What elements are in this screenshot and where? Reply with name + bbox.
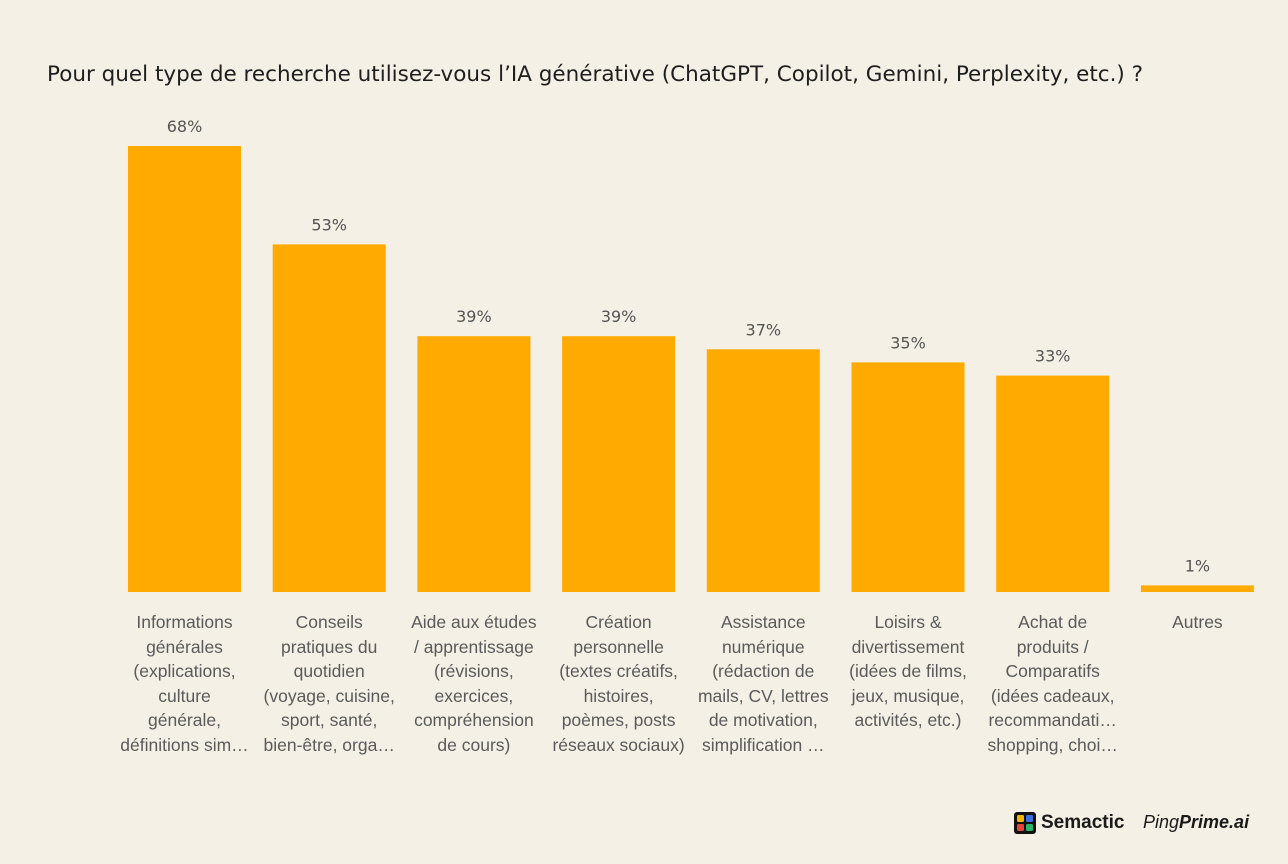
category-label-5-line-4: mails, CV, lettres bbox=[697, 685, 829, 706]
category-label-7-line-4: (idées cadeaux, bbox=[990, 685, 1115, 706]
chart-title: Pour quel type de recherche utilisez-vou… bbox=[47, 62, 1144, 87]
bar-5 bbox=[706, 349, 820, 592]
category-label-3-line-2: / apprentissage bbox=[414, 636, 534, 657]
category-label-3: Aide aux études / apprentissage (révisions… bbox=[401, 610, 547, 757]
category-label-8: Autres bbox=[1124, 610, 1270, 635]
category-label-7-line-5: recommandati… bbox=[988, 710, 1117, 730]
semactic-logo-square-3 bbox=[1017, 824, 1024, 831]
bar-8 bbox=[1140, 585, 1254, 592]
category-label-4: Création personnelle (textes créatifs, hist… bbox=[546, 610, 692, 757]
value-label-2: 53% bbox=[311, 215, 347, 234]
value-label-4: 39% bbox=[601, 307, 637, 326]
category-label-6-line-3: (idées de films, bbox=[849, 661, 967, 681]
category-label-4-line-5: poèmes, posts bbox=[561, 710, 676, 730]
pingprime-logo-part-bold: Prime.ai bbox=[1179, 812, 1250, 832]
category-label-7-line-1: Achat de bbox=[1018, 612, 1088, 632]
category-label-1-line-2: générales bbox=[146, 636, 223, 657]
category-label-4-line-1: Création bbox=[585, 612, 652, 632]
category-label-1-line-5: générale, bbox=[148, 710, 221, 730]
category-label-2-line-1: Conseils bbox=[295, 612, 363, 632]
bar-6 bbox=[851, 362, 965, 592]
category-label-1: Informations générales (explications, cultu… bbox=[112, 610, 258, 757]
category-label-5-line-3: (rédaction de bbox=[712, 661, 815, 681]
semactic-logo-icon bbox=[1014, 812, 1036, 834]
bar-7 bbox=[996, 375, 1110, 592]
category-label-1-line-4: culture bbox=[158, 685, 211, 706]
category-label-1-line-3: (explications, bbox=[133, 661, 236, 681]
category-label-4-line-3: (textes créatifs, bbox=[559, 661, 678, 681]
category-label-8-line-1: Autres bbox=[1172, 612, 1223, 632]
category-label-2-line-5: sport, santé, bbox=[281, 710, 378, 730]
category-label-6-line-2: divertissement bbox=[851, 636, 965, 657]
bar-3 bbox=[417, 336, 531, 592]
bar-1 bbox=[128, 146, 241, 592]
pingprime-logo: PingPrime.ai bbox=[1143, 812, 1249, 833]
pingprime-logo-part-light: Ping bbox=[1143, 812, 1180, 832]
bar-2 bbox=[272, 244, 386, 592]
category-label-5-line-5: de motivation, bbox=[708, 710, 818, 730]
category-label-2-line-4: (voyage, cuisine, bbox=[263, 685, 395, 706]
category-label-2-line-3: quotidien bbox=[293, 661, 365, 681]
category-label-6-line-4: jeux, musique, bbox=[851, 685, 965, 706]
value-label-5: 37% bbox=[746, 320, 782, 339]
semactic-logo-text: Semactic bbox=[1041, 812, 1125, 833]
category-label-7-line-2: produits / bbox=[1016, 636, 1089, 657]
value-label-3: 39% bbox=[456, 307, 492, 326]
category-label-3-line-1: Aide aux études bbox=[411, 612, 537, 632]
category-label-5-line-1: Assistance bbox=[720, 612, 806, 632]
category-label-1-line-6: définitions sim… bbox=[120, 734, 249, 755]
category-label-4-line-6: réseaux sociaux) bbox=[552, 734, 685, 755]
value-label-1: 68% bbox=[167, 117, 203, 136]
bar-4 bbox=[562, 336, 676, 592]
category-label-2-line-6: bien-être, orga… bbox=[263, 734, 395, 755]
category-label-2: Conseils pratiques du quotidien (voyage, cu… bbox=[256, 610, 402, 757]
category-label-5: Assistance numérique (rédaction de mails, C… bbox=[690, 610, 836, 757]
category-label-6: Loisirs & divertissement (idées de films, j… bbox=[835, 610, 981, 733]
value-label-7: 33% bbox=[1035, 347, 1071, 366]
category-label-3-line-3: (révisions, bbox=[434, 661, 514, 681]
category-label-6-line-1: Loisirs & bbox=[874, 612, 942, 632]
category-label-5-line-2: numérique bbox=[721, 636, 805, 657]
category-label-7: Achat de produits / Comparatifs (idées cade… bbox=[980, 610, 1126, 757]
semactic-logo-square-4 bbox=[1026, 824, 1033, 831]
category-label-5-line-6: simplification … bbox=[702, 734, 825, 755]
category-label-7-line-6: shopping, choi… bbox=[987, 734, 1118, 755]
category-label-6-line-5: activités, etc.) bbox=[854, 710, 962, 730]
category-label-4-line-4: histoires, bbox=[583, 685, 654, 706]
category-label-7-line-3: Comparatifs bbox=[1005, 661, 1100, 681]
semactic-logo-square-2 bbox=[1026, 815, 1033, 822]
category-label-1-line-1: Informations bbox=[136, 612, 233, 632]
value-label-6: 35% bbox=[890, 333, 926, 352]
category-label-4-line-2: personnelle bbox=[573, 636, 664, 657]
category-label-2-line-2: pratiques du bbox=[281, 636, 378, 657]
category-label-3-line-5: compréhension bbox=[414, 710, 534, 730]
category-label-3-line-4: exercices, bbox=[434, 685, 514, 706]
value-label-8: 1% bbox=[1185, 556, 1210, 575]
semactic-logo-square-1 bbox=[1017, 815, 1024, 822]
brand-footer: Semactic PingPrime.ai bbox=[1014, 812, 1254, 836]
category-label-3-line-6: de cours) bbox=[437, 734, 511, 755]
